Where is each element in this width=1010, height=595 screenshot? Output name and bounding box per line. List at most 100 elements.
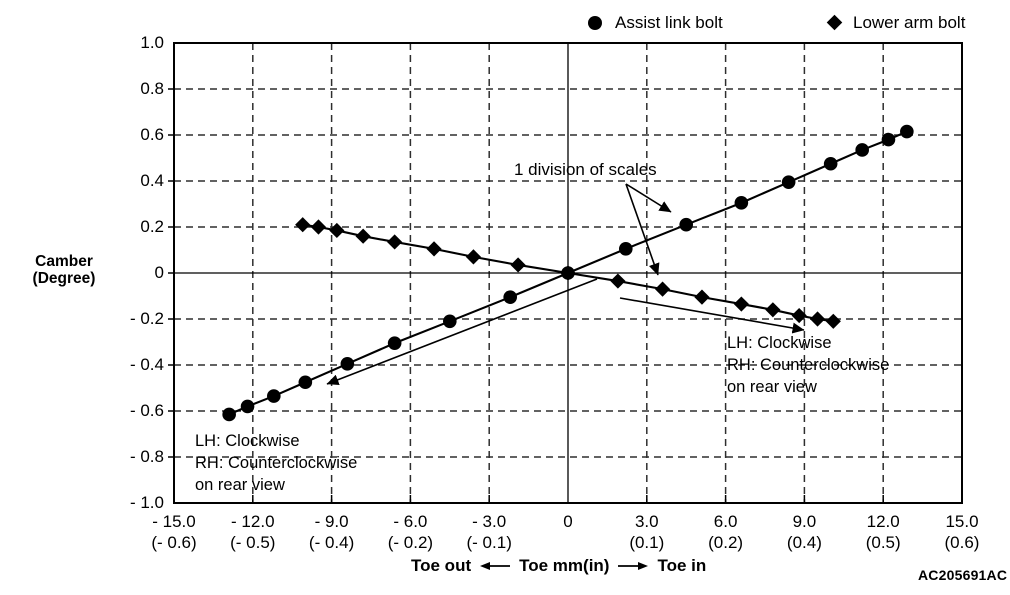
note-line: on rear view [727, 378, 817, 396]
x-tick-label: 0 [523, 511, 613, 532]
data-point-diamond [295, 217, 311, 233]
toe-unit-label: Toe mm(in) [519, 556, 610, 575]
y-tick-label: 0.4 [140, 171, 164, 190]
data-point-circle [734, 196, 749, 210]
data-point-diamond [329, 222, 345, 239]
data-point-diamond [310, 219, 327, 235]
data-point-circle [240, 399, 255, 414]
toe-out-label: Toe out [411, 556, 472, 575]
y-tick-label: 1.0 [140, 33, 164, 52]
data-point-circle [443, 314, 457, 329]
x-tick-inch: (0.6) [944, 533, 980, 552]
data-point-diamond [809, 311, 826, 327]
x-tick-inch: (- 0.6) [151, 533, 197, 552]
y-tick-label: - 0.8 [129, 447, 164, 466]
division-arrow-to-diamond [625, 183, 660, 276]
data-point-diamond [791, 307, 807, 324]
legend-item-lower-arm-bolt: Lower arm bolt [826, 12, 966, 33]
x-tick-label: - 9.0 (- 0.4) [287, 511, 377, 553]
x-tick-mm: 15.0 [945, 512, 979, 531]
data-point-circle [503, 290, 518, 304]
x-tick-label: 9.0 (0.4) [759, 511, 849, 553]
division-of-scales-label: 1 division of scales [514, 160, 657, 179]
x-tick-label: 12.0 (0.5) [838, 511, 928, 553]
x-tick-inch: (- 0.1) [466, 533, 512, 552]
note-line: RH: Counterclockwise [195, 454, 358, 472]
data-point-circle [823, 156, 838, 171]
y-tick-label: 0.8 [140, 79, 164, 98]
x-tick-label: - 3.0 (- 0.1) [444, 511, 534, 553]
x-tick-label: - 15.0 (- 0.6) [129, 511, 219, 553]
data-point-circle [855, 143, 869, 157]
x-tick-mm: 9.0 [792, 512, 817, 531]
x-tick-mm: - 9.0 [314, 512, 349, 531]
right-note-direction-arrow [619, 297, 805, 334]
note-line: LH: Clockwise [727, 334, 832, 352]
x-tick-mm: - 12.0 [231, 512, 275, 531]
x-axis-title: Toe out Toe mm(in) Toe in [411, 556, 706, 576]
note-line: RH: Counterclockwise [727, 356, 890, 374]
y-axis-title-line1: Camber [35, 253, 93, 270]
toe-in-label: Toe in [657, 556, 707, 575]
data-point-diamond [510, 257, 526, 273]
data-point-circle [900, 124, 914, 139]
division-arrow-to-circle [625, 183, 672, 213]
legend-item-assist-link-bolt: Assist link bolt [588, 12, 723, 33]
x-tick-mm: 3.0 [634, 512, 659, 531]
y-tick-label: - 0.2 [129, 309, 164, 328]
data-point-diamond [610, 273, 626, 289]
data-point-diamond [654, 281, 671, 297]
figure-code: AC205691AC [918, 567, 1008, 583]
circle-marker-icon [588, 15, 602, 30]
note-line: LH: Clockwise [195, 432, 300, 450]
data-point-diamond [387, 234, 403, 250]
x-tick-label: - 6.0 (- 0.2) [365, 511, 455, 553]
data-point-diamond [426, 241, 442, 257]
y-tick-label: - 0.6 [129, 401, 164, 420]
x-tick-mm: 12.0 [866, 512, 900, 531]
data-point-circle [298, 375, 313, 390]
x-tick-inch: (- 0.4) [308, 533, 355, 552]
diamond-marker-icon [826, 14, 843, 31]
note-line: on rear view [195, 476, 285, 494]
data-point-diamond [765, 302, 781, 318]
data-point-circle [267, 389, 281, 403]
y-axis-title-line2: (Degree) [32, 270, 96, 287]
legend-label-lower-arm-bolt: Lower arm bolt [853, 12, 966, 32]
data-point-diamond [560, 265, 576, 281]
data-point-diamond [733, 296, 749, 312]
left-rotation-note: LH: Clockwise RH: Counterclockwise on re… [195, 430, 357, 496]
data-point-circle [340, 357, 355, 371]
x-tick-label: 15.0 (0.6) [917, 511, 1007, 553]
x-tick-label: 6.0 (0.2) [681, 511, 771, 553]
x-tick-inch: (- 0.2) [387, 533, 434, 552]
data-point-diamond [355, 228, 371, 244]
x-tick-inch: (0.5) [865, 533, 901, 552]
data-point-circle [679, 217, 693, 232]
x-tick-mm: 6.0 [713, 512, 738, 531]
data-point-circle [781, 175, 796, 189]
toe-out-arrow-icon [480, 562, 511, 570]
data-point-diamond [465, 249, 482, 265]
legend-label-assist-link-bolt: Assist link bolt [615, 12, 723, 32]
x-tick-mm: - 15.0 [152, 512, 196, 531]
y-tick-label: 0.6 [140, 125, 164, 144]
y-axis-title: Camber (Degree) [14, 253, 114, 287]
x-tick-inch: (0.2) [708, 533, 744, 552]
right-rotation-note: LH: Clockwise RH: Counterclockwise on re… [727, 332, 889, 398]
data-point-circle [881, 132, 896, 147]
x-tick-mm: 0 [563, 512, 573, 531]
x-tick-inch: (- 0.5) [230, 533, 276, 552]
toe-in-arrow-icon [618, 562, 649, 570]
data-point-diamond [825, 313, 841, 329]
x-tick-inch: (0.4) [786, 533, 822, 552]
y-tick-label: - 0.4 [129, 355, 164, 374]
data-point-circle [387, 336, 402, 350]
x-tick-label: 3.0 (0.1) [602, 511, 692, 553]
data-point-diamond [694, 289, 710, 305]
x-tick-mm: - 3.0 [472, 512, 507, 531]
y-tick-label: - 1.0 [129, 493, 164, 512]
x-tick-label: - 12.0 (- 0.5) [208, 511, 298, 553]
